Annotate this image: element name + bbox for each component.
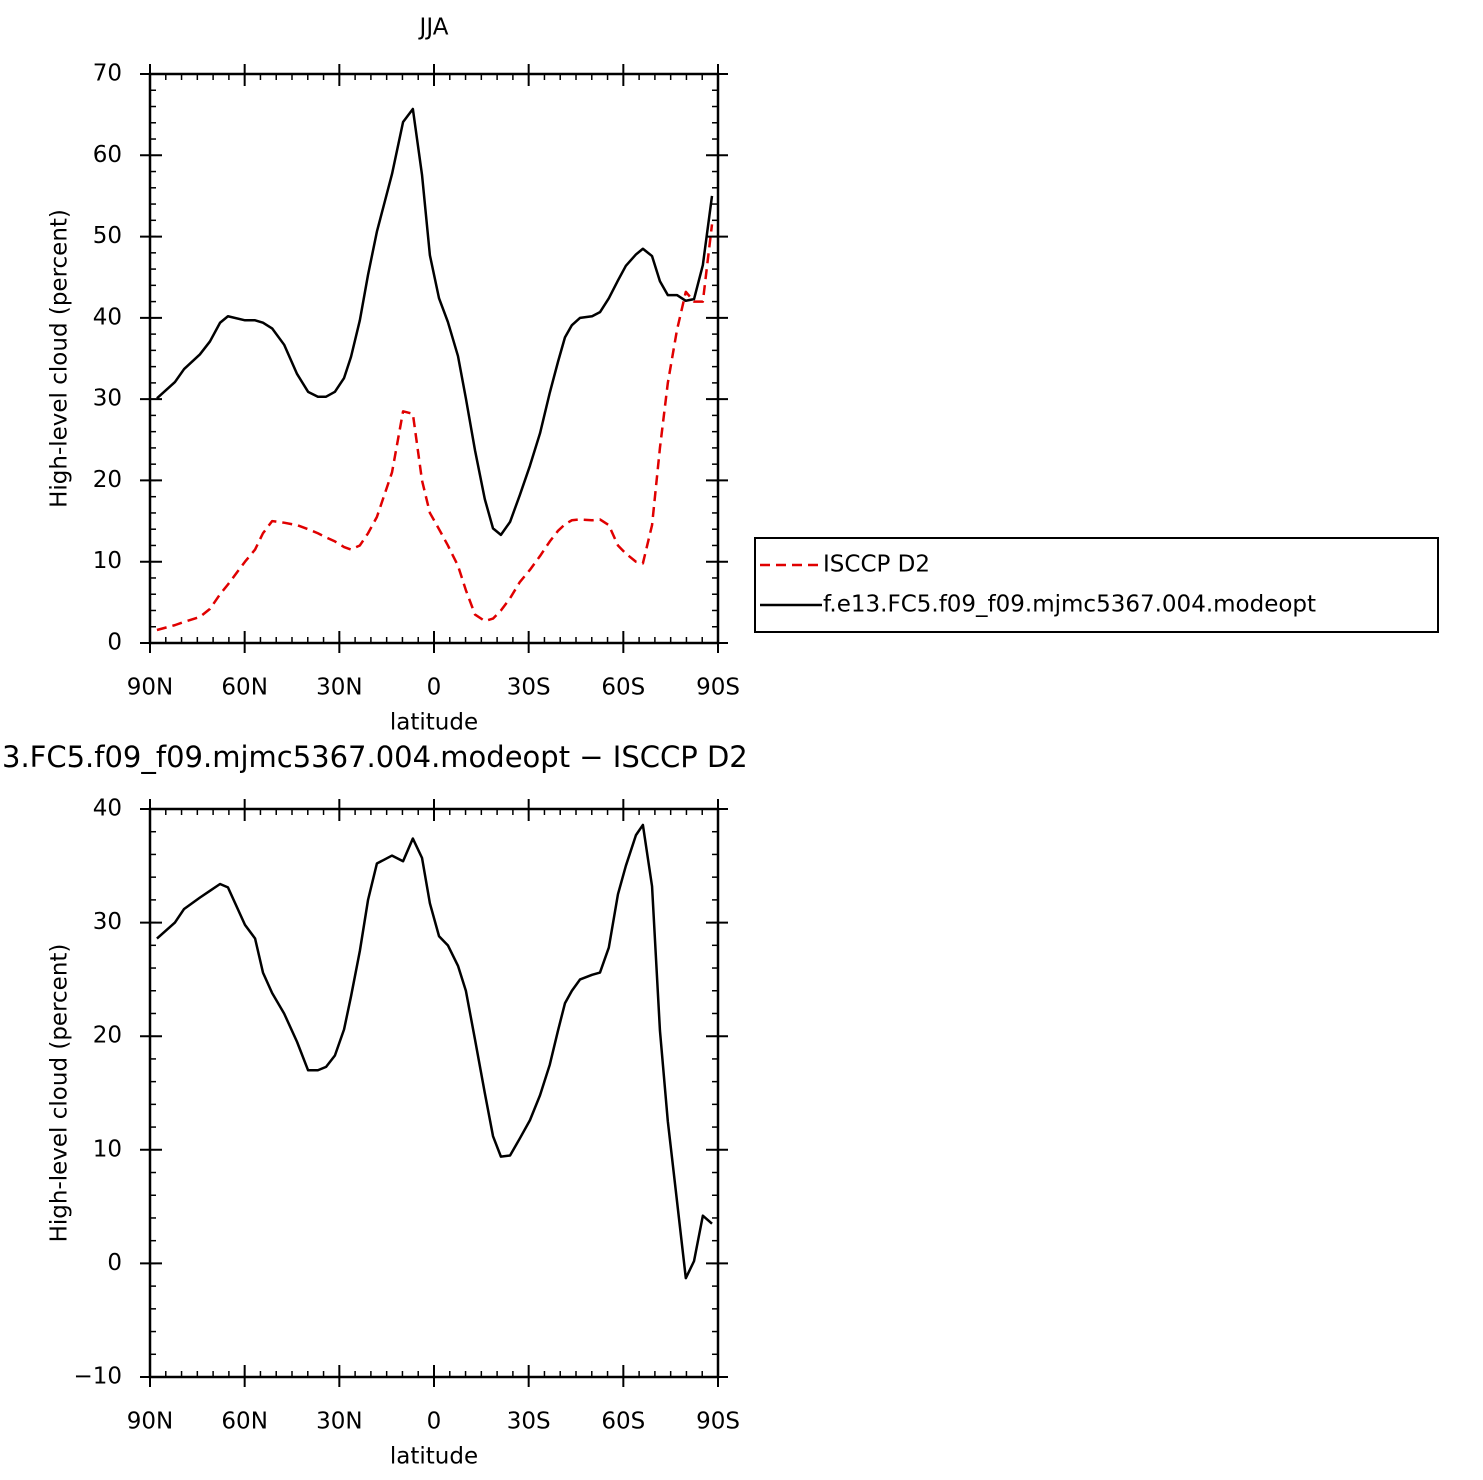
- legend-label: ISCCP D2: [823, 552, 930, 578]
- y-tick-label: 10: [93, 1136, 122, 1162]
- y-axis-label: High-level cloud (percent): [47, 209, 73, 508]
- y-tick-label: 40: [93, 304, 122, 330]
- y-tick-label: 0: [107, 1250, 122, 1276]
- x-tick-label: 90S: [696, 1409, 740, 1435]
- x-axis-label: latitude: [390, 710, 478, 736]
- y-tick-label: 10: [93, 548, 122, 574]
- x-tick-label: 90S: [696, 675, 740, 701]
- x-tick-label: 30N: [316, 1409, 362, 1435]
- plot-frame: [148, 807, 720, 1379]
- legend-label: f.e13.FC5.f09_f09.mjmc5367.004.modeopt: [823, 592, 1316, 618]
- y-tick-label: −10: [73, 1364, 122, 1390]
- x-tick-label: 0: [427, 1409, 442, 1435]
- x-tick-label: 30N: [316, 675, 362, 701]
- y-tick-label: 0: [107, 630, 122, 656]
- y-tick-label: 30: [93, 386, 122, 412]
- y-tick-label: 30: [93, 909, 122, 935]
- y-tick-label: 60: [93, 142, 122, 168]
- y-tick-label: 20: [93, 467, 122, 493]
- x-tick-label: 90N: [127, 675, 173, 701]
- line-series: [156, 107, 714, 537]
- x-tick-label: 30S: [507, 675, 551, 701]
- x-axis-label: latitude: [390, 1444, 478, 1470]
- x-tick-label: 60N: [221, 675, 267, 701]
- y-tick-label: 50: [93, 223, 122, 249]
- line-series: [156, 224, 714, 632]
- y-tick-label: 20: [93, 1023, 122, 1049]
- y-tick-label: 40: [93, 796, 122, 822]
- x-tick-label: 0: [427, 675, 442, 701]
- chart-title: JJA: [418, 15, 449, 41]
- x-tick-label: 60N: [221, 1409, 267, 1435]
- x-tick-label: 60S: [601, 675, 645, 701]
- x-tick-label: 90N: [127, 1409, 173, 1435]
- y-axis-label: High-level cloud (percent): [47, 944, 73, 1243]
- chart-title: 3.FC5.f09_f09.mjmc5367.004.modeopt − ISC…: [2, 740, 748, 774]
- x-tick-label: 60S: [601, 1409, 645, 1435]
- y-tick-label: 70: [93, 61, 122, 87]
- x-tick-label: 30S: [507, 1409, 551, 1435]
- legend-box: [754, 537, 1439, 633]
- line-series: [156, 823, 713, 1280]
